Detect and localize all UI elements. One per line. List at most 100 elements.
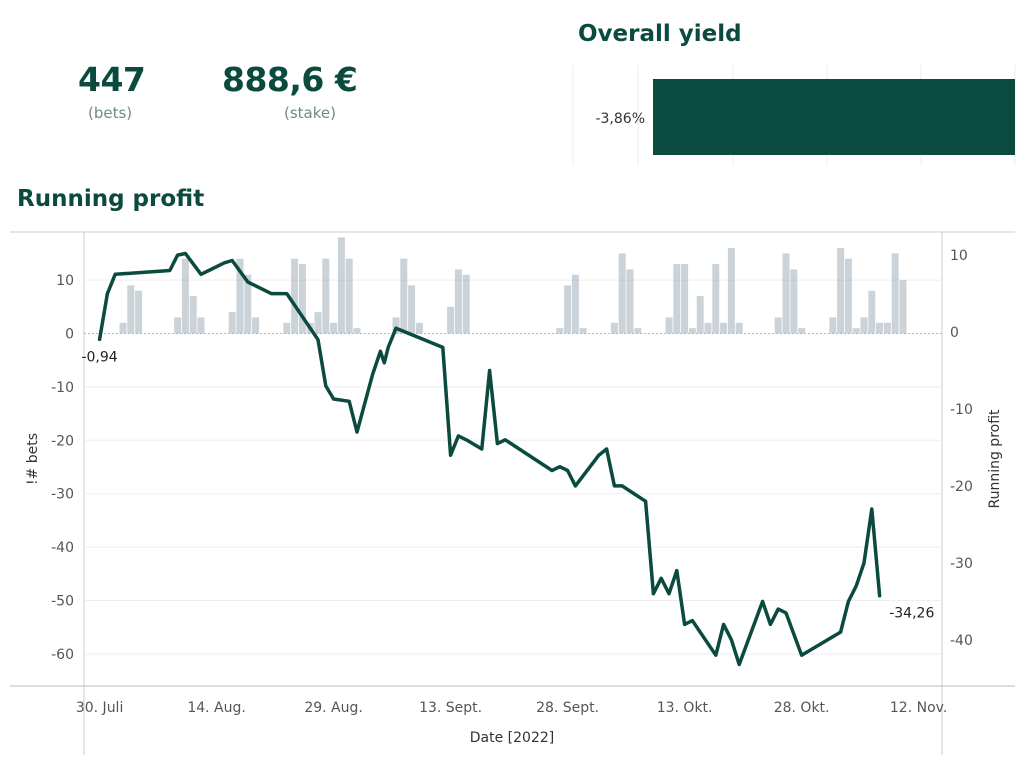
- bets-count-value: 447: [78, 60, 146, 99]
- bet-count-bar: [829, 317, 837, 334]
- bet-count-bar: [681, 264, 689, 334]
- right-tick-label: -10: [950, 402, 973, 418]
- bet-count-bar: [181, 258, 189, 334]
- bet-count-bar: [283, 322, 291, 334]
- bet-count-bar: [174, 317, 182, 334]
- bet-count-bar: [454, 269, 462, 334]
- bet-count-bar: [556, 328, 564, 334]
- bet-count-bar: [462, 274, 470, 334]
- bet-count-bar: [244, 274, 252, 334]
- bet-count-bar: [720, 322, 728, 334]
- x-tick-label: 14. Aug.: [187, 700, 246, 716]
- horizontal-gridlines: [84, 279, 942, 655]
- bet-count-bar: [688, 328, 696, 334]
- bet-count-bar: [447, 306, 455, 334]
- running-profit-line: [97, 251, 882, 667]
- bet-count-bar: [345, 258, 353, 334]
- x-tick-label: 28. Sept.: [536, 700, 599, 716]
- bet-count-bar: [774, 317, 782, 334]
- bet-count-bar: [704, 322, 712, 334]
- bet-count-bar: [252, 317, 260, 334]
- left-tick-label: 10: [56, 273, 74, 289]
- bet-count-bar: [337, 237, 345, 334]
- x-tick-label: 12. Nov.: [890, 700, 947, 716]
- bet-count-bar: [868, 290, 876, 334]
- bet-count-bar: [790, 269, 798, 334]
- bet-count-bar: [314, 312, 322, 334]
- right-tick-label: 0: [950, 325, 959, 341]
- bet-count-bar: [322, 258, 330, 334]
- right-axis-ticks: 10 0 -10 -20 -30 -40: [950, 248, 973, 649]
- left-tick-label: -20: [51, 433, 74, 449]
- bet-count-bar: [899, 280, 907, 334]
- bet-count-bar: [618, 253, 626, 334]
- bet-count-bar: [353, 328, 361, 334]
- profit-annotation-label: -34,26: [889, 606, 934, 622]
- x-tick-label: 13. Sept.: [419, 700, 482, 716]
- left-tick-label: -30: [51, 487, 74, 503]
- bet-count-bar: [228, 312, 236, 334]
- bet-count-bars: [119, 237, 907, 334]
- bet-count-bar: [330, 322, 338, 334]
- left-tick-label: -60: [51, 647, 74, 663]
- x-axis-title: Date [2022]: [470, 730, 554, 746]
- bet-count-bar: [127, 285, 135, 334]
- bets-count-label: (bets): [88, 104, 133, 122]
- right-tick-label: -40: [950, 633, 973, 649]
- bet-count-bar: [673, 264, 681, 334]
- bet-count-bar: [852, 328, 860, 334]
- bet-count-bar: [291, 258, 299, 334]
- bet-count-bar: [798, 328, 806, 334]
- bet-count-bar: [782, 253, 790, 334]
- profit-annotations: -0,94 -34,26: [81, 349, 934, 621]
- bet-count-bar: [197, 317, 205, 334]
- running-profit-title: Running profit: [17, 186, 205, 212]
- bet-count-bar: [712, 264, 720, 334]
- bet-count-bar: [236, 258, 244, 334]
- bet-count-bar: [735, 322, 743, 334]
- bet-count-bar: [119, 322, 127, 334]
- bet-count-bar: [891, 253, 899, 334]
- x-tick-label: 30. Juli: [76, 700, 124, 716]
- bet-count-bar: [665, 317, 673, 334]
- bet-count-bar: [392, 317, 400, 334]
- right-tick-label: -30: [950, 556, 973, 572]
- overall-yield-title: Overall yield: [578, 21, 742, 47]
- stake-value: 888,6 €: [222, 60, 358, 99]
- bet-count-bar: [844, 258, 852, 334]
- bet-count-bar: [610, 322, 618, 334]
- profit-annotation-label: -0,94: [81, 349, 117, 365]
- left-tick-label: -40: [51, 540, 74, 556]
- bet-count-bar: [298, 264, 306, 334]
- bet-count-bar: [727, 248, 735, 334]
- stake-label: (stake): [284, 104, 336, 122]
- bet-count-bar: [696, 296, 704, 334]
- x-axis-ticks: 30. Juli 14. Aug. 29. Aug. 13. Sept. 28. Sep…: [76, 700, 947, 716]
- bet-count-bar: [415, 322, 423, 334]
- left-axis-title: !# bets: [25, 433, 41, 485]
- left-axis-ticks: 10 0 -10 -20 -30 -40 -50 -60: [51, 273, 74, 663]
- right-tick-label: -20: [950, 479, 973, 495]
- bet-count-bar: [626, 269, 634, 334]
- right-tick-label: 10: [950, 248, 968, 264]
- bet-count-bar: [135, 290, 143, 334]
- bet-count-bar: [634, 328, 642, 334]
- right-axis-title: Running profit: [987, 409, 1003, 509]
- bet-count-bar: [579, 328, 587, 334]
- bet-count-bar: [571, 274, 579, 334]
- bet-count-bar: [837, 248, 845, 334]
- x-tick-label: 29. Aug.: [304, 700, 363, 716]
- left-tick-label: -10: [51, 380, 74, 396]
- x-tick-label: 13. Okt.: [657, 700, 713, 716]
- bet-count-bar: [400, 258, 408, 334]
- left-tick-label: -50: [51, 594, 74, 610]
- bet-count-bar: [408, 285, 416, 334]
- bet-count-bar: [564, 285, 572, 334]
- bet-count-bar: [860, 317, 868, 334]
- bet-count-bar: [876, 322, 884, 334]
- bet-count-bar: [189, 296, 197, 334]
- left-tick-label: 0: [65, 326, 74, 342]
- x-tick-label: 28. Okt.: [774, 700, 830, 716]
- bet-count-bar: [883, 322, 891, 334]
